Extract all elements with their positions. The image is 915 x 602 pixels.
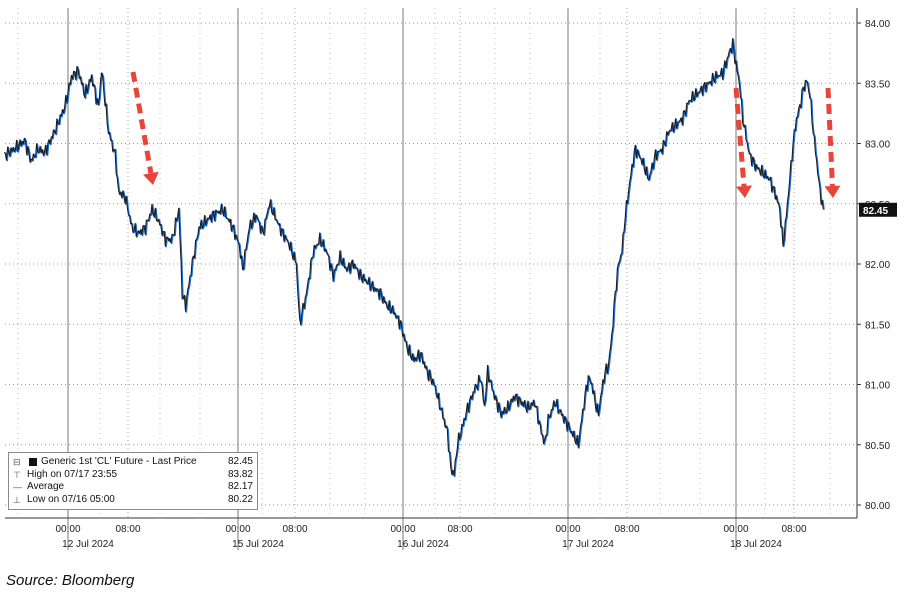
y-tick-label: 83.50 [865, 79, 890, 90]
x-tick-label: 08:00 [614, 524, 639, 535]
average-marker-icon: — [13, 482, 22, 492]
last-price-label: 82.45 [863, 206, 888, 217]
legend-high-row: ⊤ High on 07/17 23:55 83.82 [13, 469, 253, 482]
legend-low-label: Low on 07/16 05:00 [27, 493, 115, 505]
y-tick-label: 81.00 [865, 381, 890, 392]
y-tick-label: 80.00 [865, 501, 890, 512]
x-tick-label: 08:00 [781, 524, 806, 535]
legend-average-value: 82.17 [227, 481, 253, 492]
arrow-down-icon [130, 71, 159, 185]
y-tick-label: 82.00 [865, 260, 890, 271]
x-tick-label: 00:00 [390, 524, 415, 535]
legend-series-value: 82.45 [227, 456, 253, 467]
legend: ⊟ Generic 1st 'CL' Future - Last Price 8… [8, 452, 258, 510]
x-date-label: 15 Jul 2024 [232, 539, 284, 550]
x-tick-label: 00:00 [723, 524, 748, 535]
x-date-label: 18 Jul 2024 [730, 539, 782, 550]
legend-series-row: ⊟ Generic 1st 'CL' Future - Last Price 8… [13, 456, 253, 469]
y-axis-ticks: 80.0080.5081.0081.5082.0082.5083.0083.50… [856, 8, 890, 518]
series-swatch-icon [29, 458, 37, 467]
x-date-label: 16 Jul 2024 [397, 539, 449, 550]
legend-average-row: — Average 82.17 [13, 481, 253, 494]
y-tick-label: 81.50 [865, 320, 890, 331]
x-tick-label: 08:00 [447, 524, 472, 535]
legend-series-label: Generic 1st 'CL' Future - Last Price [41, 456, 197, 467]
x-date-label: 12 Jul 2024 [62, 539, 114, 550]
annotation-arrows [130, 71, 841, 198]
legend-low-value: 80.22 [227, 493, 253, 505]
low-marker-icon: ⊥ [13, 494, 21, 505]
series-line [3, 38, 824, 477]
legend-average-label: Average [27, 481, 65, 492]
last-price-marker: 82.45 [859, 202, 897, 217]
source-caption: Source: Bloomberg [6, 572, 135, 589]
legend-high-label: High on 07/17 23:55 [27, 468, 118, 480]
y-tick-label: 84.00 [865, 19, 890, 30]
legend-low-row: ⊥ Low on 07/16 05:00 80.22 [13, 494, 253, 507]
collapse-icon[interactable]: ⊟ [13, 457, 21, 467]
x-tick-label: 08:00 [282, 524, 307, 535]
legend-high-value: 83.82 [227, 468, 253, 480]
high-marker-icon: ⊤ [13, 469, 21, 480]
series-layer [3, 38, 825, 478]
arrow-down-icon [824, 87, 841, 198]
last-price-box [859, 202, 897, 217]
x-tick-label: 00:00 [55, 524, 80, 535]
y-tick-label: 83.00 [865, 140, 890, 151]
x-tick-label: 00:00 [225, 524, 250, 535]
x-axis-ticks: 00:00 08:00 00:00 08:00 00:00 08:00 00:00 08:00… [5, 517, 857, 550]
x-date-label: 17 Jul 2024 [562, 539, 614, 550]
x-tick-label: 08:00 [115, 524, 140, 535]
arrow-down-icon [733, 87, 752, 198]
y-tick-label: 80.50 [865, 441, 890, 452]
x-tick-label: 00:00 [555, 524, 580, 535]
